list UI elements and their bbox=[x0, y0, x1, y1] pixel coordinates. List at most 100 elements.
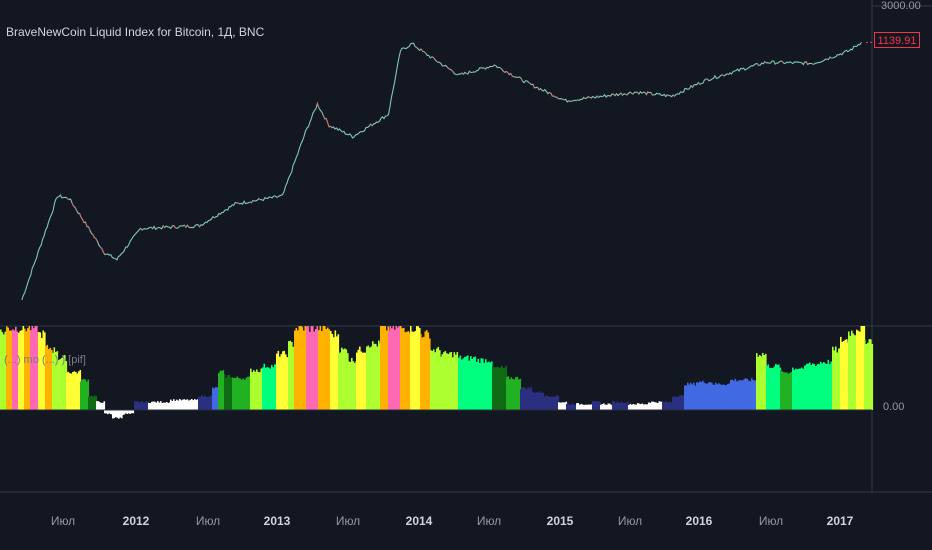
histogram-bar bbox=[268, 367, 270, 410]
histogram-bar bbox=[158, 402, 161, 410]
histogram-bar bbox=[177, 400, 180, 410]
histogram-bar bbox=[579, 404, 581, 410]
histogram-bar bbox=[421, 337, 424, 410]
histogram-bar bbox=[49, 347, 52, 410]
histogram-bar bbox=[215, 387, 217, 410]
histogram-bar bbox=[10, 330, 13, 410]
histogram-bar bbox=[846, 339, 848, 410]
histogram-bar bbox=[409, 332, 411, 410]
histogram-bar bbox=[786, 372, 788, 410]
histogram-bar bbox=[477, 358, 480, 410]
histogram-bar bbox=[289, 340, 292, 410]
histogram-bar bbox=[742, 380, 744, 410]
histogram-bar bbox=[179, 399, 181, 410]
histogram-bar bbox=[573, 404, 576, 410]
histogram-bar bbox=[654, 402, 656, 410]
histogram-bar bbox=[809, 362, 811, 410]
histogram-bar bbox=[793, 369, 796, 410]
histogram-bar bbox=[170, 399, 172, 410]
histogram-bar bbox=[509, 379, 511, 410]
histogram-bar bbox=[316, 326, 319, 410]
histogram-bar bbox=[447, 354, 450, 410]
histogram-bar bbox=[830, 361, 833, 410]
histogram-bar bbox=[157, 401, 159, 410]
histogram-bar bbox=[682, 395, 685, 410]
histogram-bar bbox=[75, 371, 77, 410]
histogram-bar bbox=[541, 392, 543, 410]
histogram-bar bbox=[829, 364, 831, 410]
histogram-bar bbox=[637, 403, 639, 410]
histogram-bar bbox=[813, 364, 816, 410]
histogram-bar bbox=[554, 396, 557, 410]
histogram-bar bbox=[414, 330, 417, 410]
histogram-bar bbox=[28, 326, 31, 410]
histogram-bar bbox=[852, 333, 855, 410]
histogram-bar bbox=[324, 326, 326, 410]
histogram-bar bbox=[251, 372, 254, 410]
histogram-bar bbox=[443, 352, 445, 410]
histogram-bar bbox=[553, 396, 555, 410]
histogram-bar bbox=[542, 392, 545, 410]
histogram-bar bbox=[483, 362, 486, 410]
histogram-bar bbox=[89, 396, 92, 410]
histogram-bar bbox=[570, 404, 573, 410]
histogram-bar bbox=[722, 384, 725, 410]
histogram-bar bbox=[663, 402, 666, 410]
histogram-bar bbox=[167, 403, 170, 410]
histogram-bar bbox=[128, 410, 130, 414]
histogram-bar bbox=[345, 349, 348, 410]
histogram-bar bbox=[208, 396, 211, 410]
histogram-bar bbox=[279, 356, 281, 410]
histogram-bar bbox=[160, 401, 162, 410]
histogram-bar bbox=[221, 370, 223, 410]
histogram-bar bbox=[524, 388, 527, 410]
histogram-bar bbox=[658, 401, 661, 410]
histogram-bar bbox=[433, 349, 435, 410]
histogram-bar bbox=[349, 361, 352, 410]
histogram-bar bbox=[155, 402, 158, 410]
histogram-bar bbox=[183, 399, 186, 410]
histogram-bar bbox=[666, 402, 669, 410]
time-axis-label: Июл bbox=[195, 514, 221, 528]
histogram-bar bbox=[439, 350, 441, 410]
histogram-bar bbox=[366, 346, 368, 410]
histogram-bar bbox=[711, 382, 713, 410]
histogram-bar bbox=[502, 367, 505, 410]
histogram-bar bbox=[798, 368, 800, 410]
histogram-bar bbox=[318, 330, 320, 410]
histogram-bar bbox=[271, 365, 273, 410]
histogram-bar bbox=[356, 352, 358, 410]
histogram-bar bbox=[354, 362, 356, 410]
histogram-bar bbox=[45, 346, 47, 410]
histogram-bar bbox=[709, 382, 712, 410]
histogram-bar bbox=[697, 382, 700, 410]
histogram-bar bbox=[7, 327, 10, 410]
histogram-bar bbox=[424, 331, 427, 410]
histogram-bar bbox=[242, 378, 245, 410]
histogram-bar bbox=[213, 388, 216, 410]
histogram-bar bbox=[351, 357, 353, 410]
histogram-bar bbox=[610, 404, 613, 410]
price-series-line bbox=[21, 42, 862, 301]
histogram-bar bbox=[856, 329, 858, 410]
histogram-bar bbox=[479, 362, 481, 410]
histogram-bar bbox=[652, 401, 655, 410]
histogram-bar bbox=[115, 410, 117, 418]
histogram-bar bbox=[820, 361, 822, 410]
histogram-bar bbox=[58, 359, 60, 410]
histogram-bar bbox=[473, 357, 475, 410]
histogram-bar bbox=[369, 347, 371, 410]
histogram-bar bbox=[772, 368, 774, 410]
histogram-bar bbox=[512, 378, 514, 410]
histogram-bar bbox=[207, 397, 209, 410]
histogram-bar bbox=[434, 352, 437, 410]
histogram-bar bbox=[232, 377, 234, 410]
histogram-bar bbox=[510, 377, 513, 410]
histogram-bar bbox=[603, 403, 605, 410]
histogram-bar bbox=[486, 362, 489, 410]
histogram-bar bbox=[423, 336, 425, 410]
histogram-bar bbox=[748, 380, 750, 410]
histogram-bar bbox=[185, 399, 187, 410]
